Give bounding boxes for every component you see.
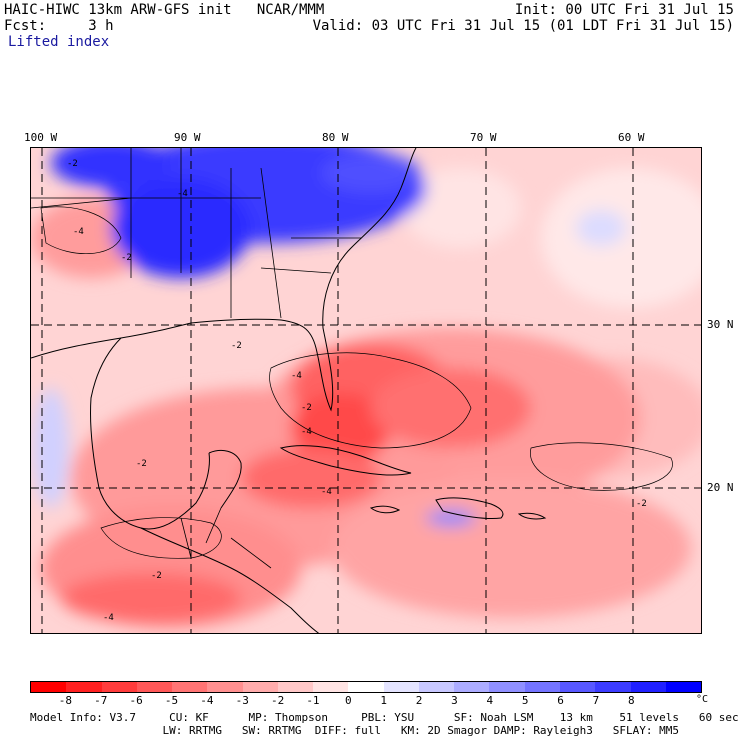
colorbar-tick-label: 0 (345, 694, 352, 707)
contour-label: -2 (231, 341, 242, 351)
contour-label: -2 (636, 499, 647, 509)
colorbar-swatch (136, 682, 173, 692)
weak-stable-region-hispaniola (426, 510, 476, 526)
colorbar-tick-label: -7 (94, 694, 108, 707)
stable-region-west (51, 148, 171, 188)
field-name: Lifted index (8, 34, 110, 50)
strong-region-core (291, 393, 391, 463)
colorbar-tick-label: -8 (58, 694, 72, 707)
light-region-north (401, 168, 521, 248)
stable-region-east (321, 153, 421, 193)
colorbar-swatch (348, 682, 384, 692)
colorbar-tick-label: -2 (270, 694, 285, 707)
contour-label: -2 (121, 253, 132, 263)
colorbar-tick-label: 1 (380, 694, 387, 707)
colorbar-swatch (665, 682, 702, 692)
contour-label: -2 (151, 571, 162, 581)
colorbar-swatch (242, 682, 278, 692)
valid-time: Valid: 03 UTC Fri 31 Jul 15 (01 LDT Fri … (312, 18, 734, 34)
moderate-region-caribbean (331, 478, 691, 618)
forecast-hour: Fcst: 3 h (4, 18, 114, 34)
contour-label: -4 (301, 427, 312, 437)
colorbar-tick-label: 6 (557, 694, 564, 707)
contour-label: -2 (136, 459, 147, 469)
lon-label-60w: 60 W (618, 131, 645, 144)
colorbar-tick-label: 4 (486, 694, 494, 707)
colorbar-swatch (418, 682, 455, 692)
lon-label-70w: 70 W (470, 131, 497, 144)
map-canvas: -2 -4 -2 -4 -2 -4 -2 -4 -4 -2 -2 -4 -2 (31, 148, 701, 633)
colorbar-tick-label: 2 (415, 694, 423, 707)
contour-label-group: -2 -4 -2 -4 -2 -4 -2 -4 -4 -2 -2 -4 -2 (67, 159, 647, 623)
colorbar-swatch (66, 682, 102, 692)
contour-label: -4 (291, 371, 302, 381)
colorbar-swatch (313, 682, 349, 692)
model-info-line2: LW: RRTMG SW: RRTMG DIFF: full KM: 2D Sm… (30, 724, 680, 737)
colorbar-swatch (630, 682, 666, 692)
contour-label: -4 (321, 487, 332, 497)
colorbar-tick-label: 5 (521, 694, 529, 707)
colorbar-swatch (524, 682, 560, 692)
colorbar-tick-label: -4 (200, 694, 214, 707)
contour-label: -4 (103, 613, 114, 623)
strong-region-atlantic (371, 368, 531, 448)
contour-label: -4 (177, 189, 188, 199)
colorbar-tick-label: 8 (627, 694, 635, 707)
colorbar-swatch (595, 682, 631, 692)
colorbar-swatch (101, 682, 137, 692)
lat-label-20n: 20 N (707, 481, 734, 494)
model-info-line1: Model Info: V3.7 CU: KF MP: Thompson PBL… (30, 711, 739, 724)
lon-label-100w: 100 W (24, 131, 58, 144)
coastlines (31, 148, 547, 633)
colorbar-swatch (559, 682, 596, 692)
colorbar-swatch (277, 682, 314, 692)
strong-region-south (61, 573, 241, 623)
graticule (31, 148, 701, 633)
colorbar-tick-label: 3 (451, 694, 458, 707)
contour-label: -4 (73, 227, 84, 237)
lon-label-80w: 80 W (322, 131, 349, 144)
colorbar-tick-label: -3 (235, 694, 249, 707)
colorbar-tick-label: -6 (129, 694, 143, 707)
init-time: Init: 00 UTC Fri 31 Jul 15 (514, 2, 734, 18)
weak-stable-region-mexico (33, 388, 69, 508)
model-title: HAIC-HIWC 13km ARW-GFS init NCAR/MMM (4, 2, 325, 18)
colorbar-swatch (172, 682, 208, 692)
colorbar-unit: °C (696, 694, 709, 705)
colorbar-swatch (383, 682, 419, 692)
contour-lines (40, 206, 673, 559)
contour-label: -2 (67, 159, 78, 169)
colorbar (30, 681, 702, 693)
colorbar-swatch (207, 682, 243, 692)
strong-region-cuba (241, 448, 381, 508)
lat-label-30n: 30 N (707, 318, 734, 331)
lon-label-90w: 90 W (174, 131, 201, 144)
colorbar-swatch (489, 682, 525, 692)
colorbar-tick-label: 7 (592, 694, 600, 707)
contour-label: -2 (301, 403, 312, 413)
weak-stable-region-east (576, 210, 626, 246)
colorbar-swatch (31, 682, 67, 692)
lifted-index-map: -2 -4 -2 -4 -2 -4 -2 -4 -4 -2 -2 -4 -2 (30, 147, 702, 634)
colorbar-swatch (454, 682, 490, 692)
colorbar-tick-label: -5 (164, 694, 179, 707)
colorbar-tick-label: -1 (306, 694, 320, 707)
